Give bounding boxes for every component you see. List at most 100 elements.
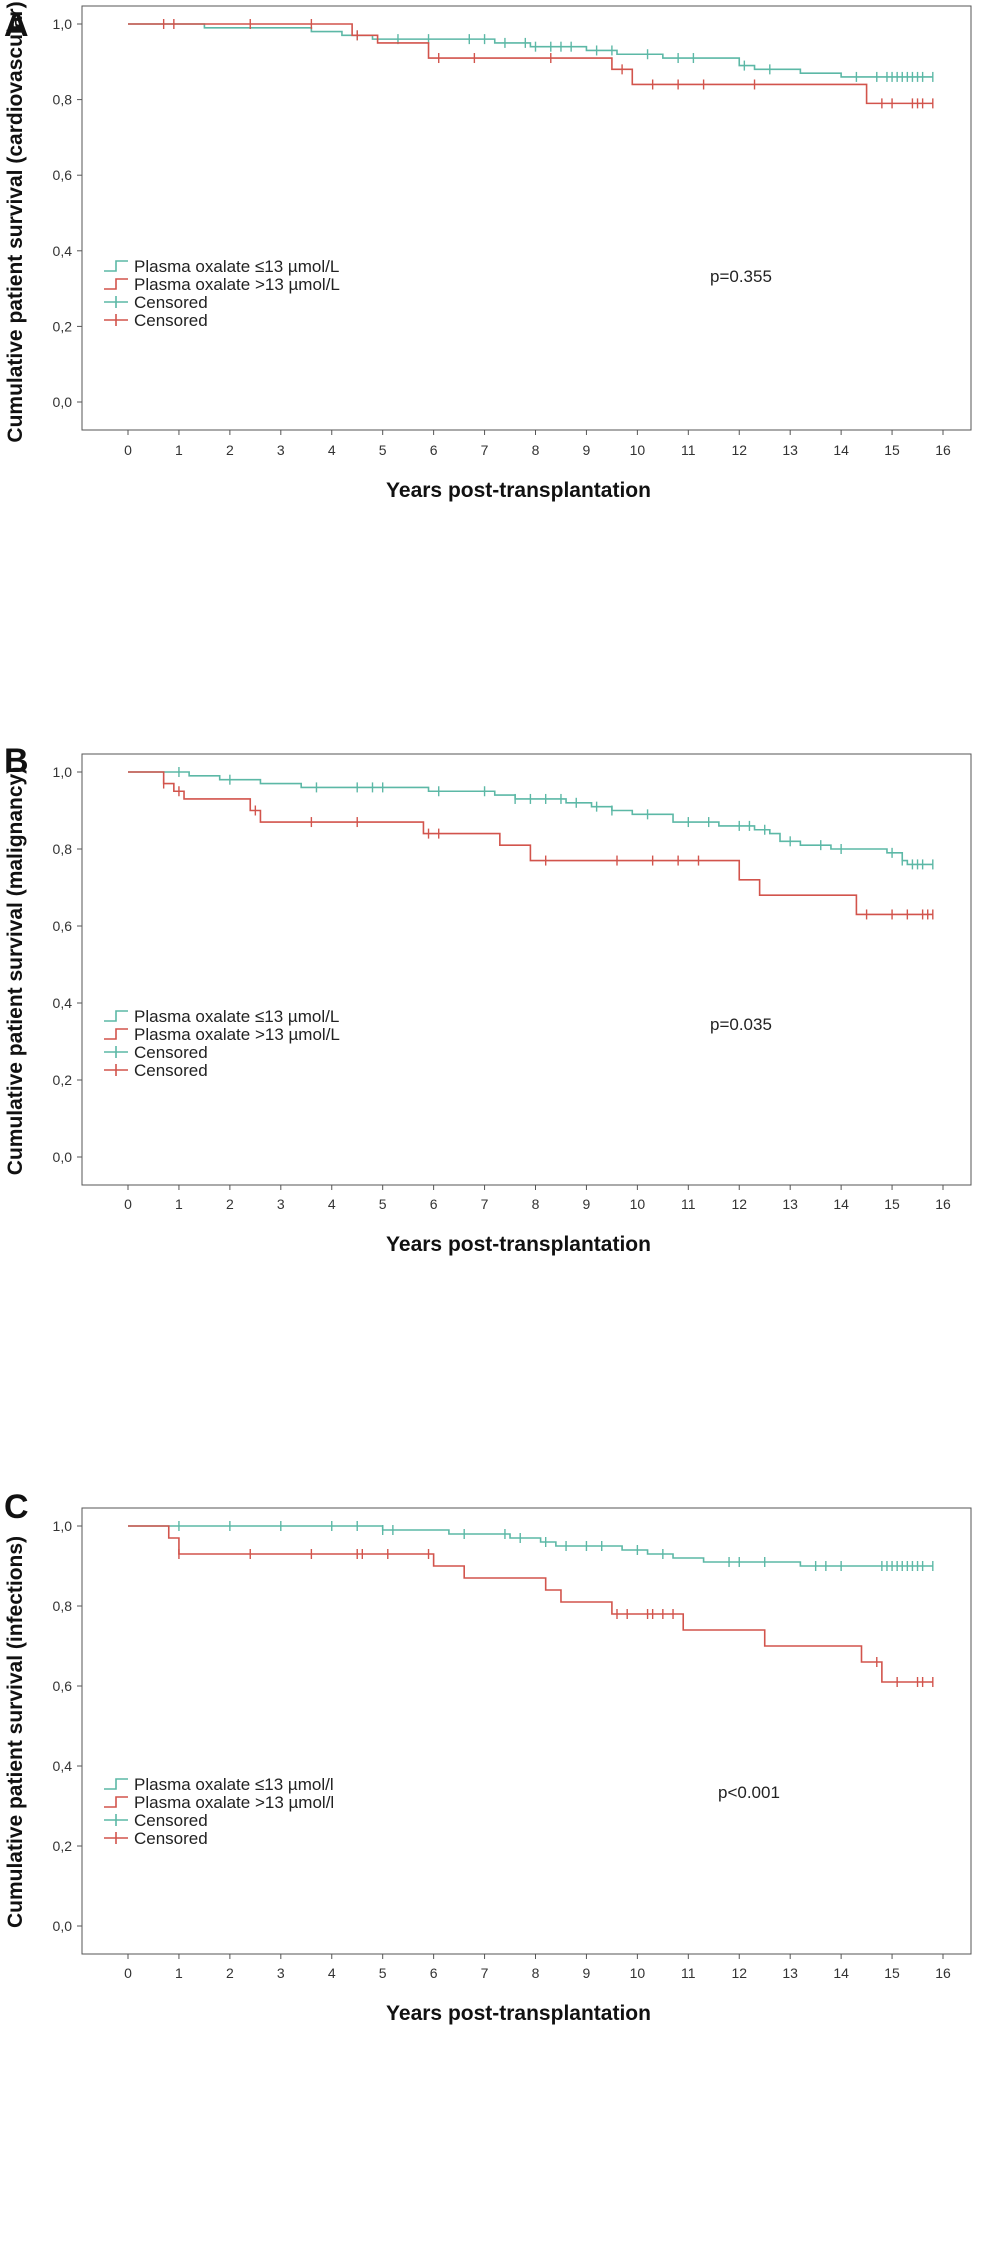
x-tick-label: 2	[226, 1196, 234, 1212]
y-tick-label: 0,2	[53, 1072, 73, 1088]
y-tick-label: 0,8	[53, 1598, 73, 1614]
x-tick-label: 14	[833, 1965, 849, 1981]
x-tick-label: 16	[935, 442, 951, 458]
legend-label: Plasma oxalate ≤13 µmol/L	[134, 1007, 339, 1026]
x-tick-label: 6	[430, 442, 438, 458]
x-tick-label: 8	[532, 1196, 540, 1212]
legend-label: Censored	[134, 1811, 208, 1830]
x-tick-label: 3	[277, 442, 285, 458]
x-tick-label: 15	[884, 442, 900, 458]
x-tick-label: 1	[175, 1196, 183, 1212]
y-tick-label: 1,0	[53, 764, 73, 780]
chart-c-svg: C0,00,20,40,60,81,00 1 2 3 4 5 6 7 8 9 10 11 12 13 14 1…	[4, 1488, 972, 2025]
x-tick-label: 11	[681, 442, 696, 458]
panel-letter-c: C	[4, 1488, 29, 1526]
legend-line-swatch	[104, 1796, 128, 1808]
survival-curve	[128, 771, 933, 866]
x-tick-label: 4	[328, 1965, 336, 1981]
x-tick-label: 10	[630, 442, 646, 458]
legend-label: Censored	[134, 1043, 208, 1062]
legend-line-swatch	[104, 1778, 128, 1790]
x-tick-label: 5	[379, 442, 387, 458]
x-tick-label: 3	[277, 1965, 285, 1981]
chart-b-svg: B0,00,20,40,60,81,00 1 2 3 4 5 6 7 8 9 10 11 12 13 14 1…	[4, 742, 972, 1256]
x-tick-label: 15	[884, 1965, 900, 1981]
chart-panel-a: A 0,0 0,2 0,4 0,6 0,8 1,0 0 1 2 3 4 5 6 7 8 9 10 11 12 13 14 1…	[0, 0, 990, 700]
x-tick-label: 1	[175, 1965, 183, 1981]
x-tick-label: 12	[731, 1965, 747, 1981]
y-axis-title: Cumulative patient survival (malignancy)	[4, 767, 27, 1175]
p-value: p<0.001	[718, 1783, 780, 1802]
series-low-oxalate	[128, 767, 934, 870]
x-tick-label: 6	[430, 1965, 438, 1981]
x-tick-label: 4	[328, 1196, 336, 1212]
legend-label: Censored	[134, 293, 208, 312]
x-tick-label: 15	[884, 1196, 900, 1212]
panel-letter-a: A	[4, 6, 29, 44]
survival-curve	[128, 1525, 933, 1567]
plot-frame	[81, 5, 972, 431]
survival-curve	[128, 771, 933, 916]
y-tick-label: 0,4	[53, 243, 73, 259]
x-tick-label: 7	[481, 1965, 489, 1981]
x-axis-title: Years post-transplantation	[386, 2002, 651, 2025]
legend-label: Censored	[134, 311, 208, 330]
legend-line-swatch	[104, 1028, 128, 1040]
p-value: p=0.355	[710, 267, 772, 286]
series-high-oxalate	[128, 19, 934, 109]
x-tick-label: 9	[583, 1196, 591, 1212]
y-axis-title: Cumulative patient survival (infections)	[4, 1536, 27, 1928]
y-tick-label: 1,0	[53, 16, 73, 32]
chart-panel-c: C 0,0 0,2 0,4 0,6 0,8 1,0 0 1 2 3 4 5 6 7 8 9 10 11 12 13 14 1…	[0, 1482, 990, 2258]
y-tick-label: 0,2	[53, 1838, 73, 1854]
x-tick-label: 0	[124, 442, 132, 458]
x-tick-label: 13	[782, 442, 798, 458]
y-tick-label: 0,0	[53, 1918, 73, 1934]
x-tick-label: 2	[226, 442, 234, 458]
legend-label: Plasma oxalate >13 µmol/L	[134, 1025, 340, 1044]
x-axis-title: Years post-transplantation	[386, 1233, 651, 1256]
x-tick-label: 6	[430, 1196, 438, 1212]
legend-line-swatch	[104, 278, 128, 290]
x-tick-label: 4	[328, 442, 336, 458]
legend-line-swatch	[104, 1010, 128, 1022]
survival-curve	[128, 23, 933, 105]
panel-letter-b: B	[4, 742, 29, 780]
y-tick-label: 0,6	[53, 167, 73, 183]
series-low-oxalate	[128, 1521, 934, 1571]
x-tick-label: 8	[532, 442, 540, 458]
survival-curve	[128, 23, 933, 78]
x-tick-label: 3	[277, 1196, 285, 1212]
legend-label: Plasma oxalate ≤13 µmol/L	[134, 257, 339, 276]
x-tick-label: 0	[124, 1196, 132, 1212]
y-tick-label: 0,8	[53, 92, 73, 108]
y-tick-label: 0,2	[53, 318, 73, 334]
x-tick-label: 11	[681, 1965, 696, 1981]
x-tick-label: 9	[583, 1965, 591, 1981]
legend-label: Censored	[134, 1829, 208, 1848]
p-value: p=0.035	[710, 1015, 772, 1034]
legend-label: Plasma oxalate >13 µmol/l	[134, 1793, 334, 1812]
y-tick-label: 0,6	[53, 1678, 73, 1694]
x-tick-label: 13	[782, 1196, 798, 1212]
series-high-oxalate	[128, 771, 934, 920]
legend-label: Censored	[134, 1061, 208, 1080]
x-tick-label: 8	[532, 1965, 540, 1981]
y-tick-label: 0,0	[53, 394, 73, 410]
chart-panel-b: B 0,0 0,2 0,4 0,6 0,8 1,0 0 1 2 3 4 5 6 7 8 9 10 11 12 13 14 1…	[0, 736, 990, 1466]
x-tick-label: 1	[175, 442, 183, 458]
y-axis-title: Cumulative patient survival (cardiovascu…	[4, 1, 27, 442]
x-tick-label: 0	[124, 1965, 132, 1981]
x-axis-title: Years post-transplantation	[386, 479, 651, 502]
x-tick-label: 10	[630, 1196, 646, 1212]
y-tick-label: 0,4	[53, 995, 73, 1011]
x-tick-label: 2	[226, 1965, 234, 1981]
series-high-oxalate	[128, 1525, 934, 1687]
y-tick-label: 0,4	[53, 1758, 73, 1774]
x-tick-label: 12	[731, 442, 747, 458]
legend-line-swatch	[104, 260, 128, 272]
x-tick-label: 11	[681, 1196, 696, 1212]
